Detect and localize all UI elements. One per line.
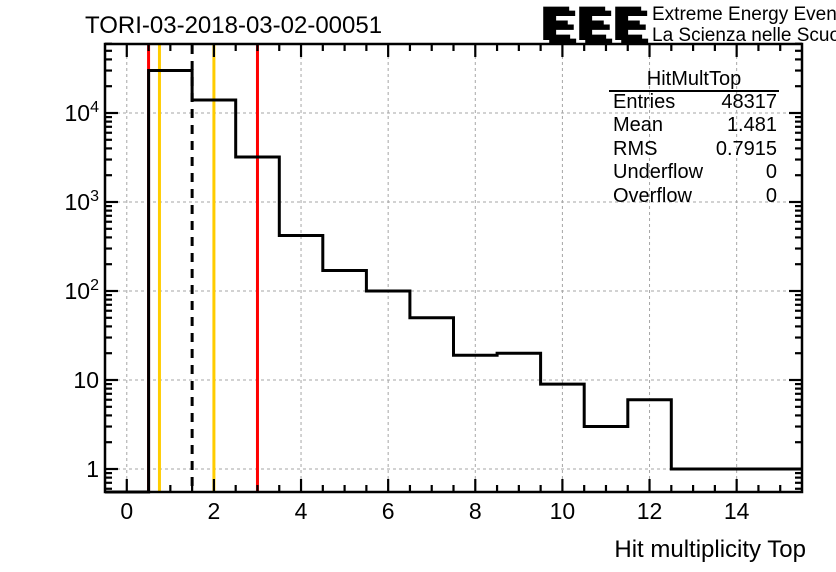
stats-row-value: 0	[766, 185, 777, 207]
y-tick-label: 103	[65, 188, 100, 215]
stats-rows: Entries 48317 Mean 1.481 RMS 0.7915 Underflow 0…	[613, 91, 777, 207]
axis-ticks	[105, 42, 802, 492]
stats-row-value: 0	[766, 161, 777, 183]
eee-logo-acronym: EEE	[540, 0, 648, 51]
x-tick-label: 4	[295, 498, 308, 524]
stats-row-value: 48317	[721, 91, 777, 113]
y-tick-label: 102	[65, 277, 100, 304]
x-tick-label: 10	[550, 498, 576, 524]
stats-title: HitMultTop	[647, 68, 741, 90]
eee-logo-shadow: EEE	[546, 2, 654, 55]
stats-row-label: RMS	[613, 138, 657, 160]
plot-frame	[103, 42, 804, 494]
x-tick-label: 2	[208, 498, 221, 524]
y-axis-tick-labels: 1 10 102 103 104	[65, 99, 100, 482]
y-tick-label: 1	[86, 456, 99, 482]
stats-box: HitMultTop Entries 48317 Mean 1.481 RMS 0.791…	[609, 68, 779, 207]
grid-lines	[105, 44, 802, 492]
x-tick-label: 12	[637, 498, 663, 524]
x-tick-label: 6	[382, 498, 395, 524]
y-tick-label: 104	[65, 99, 100, 126]
multiplicity-marker-lines	[147, 45, 259, 491]
x-axis-title: Hit multiplicity Top	[614, 536, 806, 563]
eee-logo-subtitle-it: La Scienza nelle Scuole	[652, 25, 836, 46]
x-axis-tick-labels: 0 2 4 6 8 10 12 14	[120, 498, 749, 524]
x-tick-label: 0	[120, 498, 133, 524]
y-tick-label: 10	[73, 367, 99, 393]
eee-logo: EEE EEE Extreme Energy Events La Scienza…	[540, 0, 836, 55]
stats-row-value: 1.481	[727, 114, 777, 136]
histogram-step-line	[105, 69, 802, 494]
x-tick-label: 8	[469, 498, 482, 524]
stats-row-label: Mean	[613, 114, 663, 136]
plot-title: TORI-03-2018-03-02-00051	[85, 12, 382, 39]
stats-row-label: Underflow	[613, 161, 704, 183]
eee-logo-subtitle-en: Extreme Energy Events	[652, 4, 836, 25]
stats-row-label: Overflow	[613, 185, 692, 207]
x-tick-label: 14	[724, 498, 750, 524]
stats-row-value: 0.7915	[716, 138, 777, 160]
stats-row-label: Entries	[613, 91, 675, 113]
